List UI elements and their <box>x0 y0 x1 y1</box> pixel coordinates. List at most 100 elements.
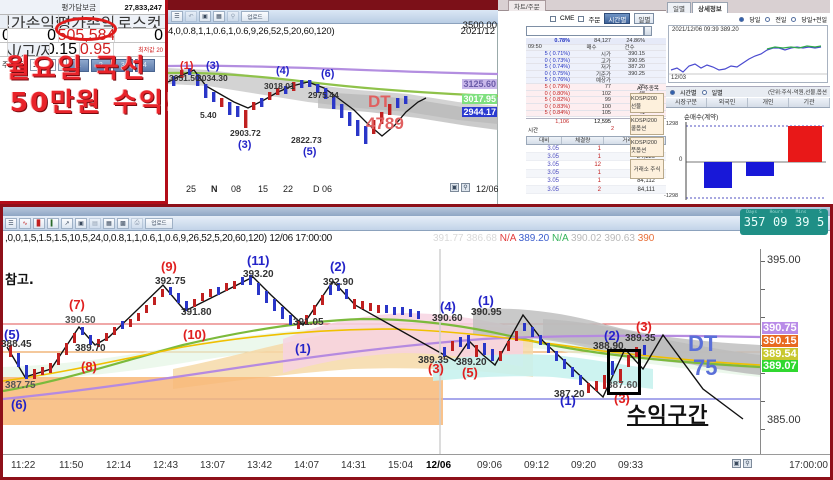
radio-by-time[interactable] <box>670 89 675 95</box>
quantity-spinner[interactable]: ↕ <box>57 59 67 71</box>
main-chart-formula: ,0,0,1,5,1.5,1.5,10,5,24,0,0.8,1,1,0.6,1… <box>5 233 332 244</box>
excel-icon[interactable]: ▦ <box>103 217 115 229</box>
tab-daily[interactable]: 일별 <box>667 2 691 13</box>
candle-chart-icon[interactable]: ▊ <box>33 217 45 229</box>
quote-tabbar <box>498 0 666 11</box>
order-book-ask-row[interactable]: 5 ( 0.74%) 저가 387.20 <box>526 64 666 71</box>
total-pl-value: 0 <box>8 29 59 42</box>
main-chart-time-axis: 11:22 11:50 12:14 12:43 13:07 13:42 14:0… <box>3 454 830 477</box>
order-book-bid-row[interactable]: 5 ( 0.79%) 77 35 <box>526 84 666 91</box>
col-institution: 기관 <box>789 98 830 107</box>
bid-pct-3: 5 ( 0.82%) <box>544 97 570 104</box>
price-note-387-75: 387.75 <box>5 380 36 391</box>
tab-detail-info[interactable]: 상세정보 <box>691 2 728 13</box>
trade-change: 3.05 <box>547 170 559 177</box>
grid-icon[interactable]: ▦ <box>213 11 225 22</box>
top-chart-plot[interactable]: (1) (3) (4) (6) (3) (5) 3051.50 3034.30 … <box>168 40 498 180</box>
mini-chart[interactable]: 2021/12/06 09:39 389.20 12/03 <box>668 25 828 83</box>
upload-button[interactable]: 업로드 <box>241 11 269 22</box>
chart-icon[interactable]: ☰ <box>171 11 183 22</box>
tab-chart-order[interactable]: 차트/주문 <box>508 0 546 11</box>
radio-by-day[interactable] <box>701 89 707 95</box>
info-label-3: 저가 <box>600 65 611 72</box>
col-header-valuation-pl: 평가손익 <box>58 15 114 28</box>
top-xtick-1: N <box>211 184 218 194</box>
zoom-icon[interactable]: ⚲ <box>227 11 239 22</box>
bid-pct-5: 5 ( 0.84%) <box>544 110 570 117</box>
subtab-by-day[interactable]: 일별 <box>711 90 723 97</box>
top-zoom-out-icon[interactable]: ▣ <box>450 183 459 192</box>
order-book-ask-row[interactable]: 0 ( 0.73%) 고가 390.95 <box>526 58 666 65</box>
order-quantity-row: 주문수량 ↕ 1 2 3 4 <box>0 57 165 73</box>
table-row[interactable]: 3.05 2 84,111 <box>526 185 666 195</box>
line-chart-icon[interactable]: ∿ <box>19 217 31 229</box>
paste-icon[interactable]: ▤ <box>89 217 101 229</box>
top-chart-panel: ☰ ↶ ▣ ▦ ⚲ 업로드 4,0,0.8,1,1,0.6,1,0.6,9,26… <box>168 0 499 204</box>
order-book-ask-row[interactable]: 0 ( 0.75%) 기준가 390.25 <box>526 71 666 78</box>
product-kospi200-futures[interactable]: KOSPI200 선물 <box>630 93 664 113</box>
main-chart-section: ☰ ∿ ▊ ▍ ↗ ▣ ▤ ▦ ▩ ⎙ 업로드 ,0,0,1,5,1.5,1.5… <box>0 204 833 480</box>
grid-icon[interactable]: ▩ <box>117 217 129 229</box>
qty-preset-3[interactable]: 3 <box>112 58 133 72</box>
quote-scroll-up[interactable] <box>644 26 652 36</box>
zoom-in-icon[interactable]: ⚲ <box>743 459 752 468</box>
product-kospi200-put[interactable]: KOSPI200 풋옵션 <box>630 137 664 157</box>
radio-both[interactable] <box>791 16 797 22</box>
countdown-values: 357 09 39 5 <box>740 215 828 229</box>
order-quantity-input[interactable] <box>29 59 56 71</box>
indicator-icon[interactable]: ↗ <box>61 217 73 229</box>
top-zoom-in-icon[interactable]: ⚲ <box>461 183 470 192</box>
table-row[interactable]: 3.05 1 84,112 <box>526 178 666 186</box>
order-book[interactable]: 0.78% 84,127 24.86% 09:50 매수 건수 5 ( 0.71… <box>526 38 666 118</box>
copy-icon[interactable]: ▣ <box>199 11 211 22</box>
order-book-bid-row[interactable]: 5 ( 0.84%) 105 41 <box>526 110 666 118</box>
wave-label-2b: (2) <box>604 328 620 343</box>
main-chart-titlebar <box>3 207 830 216</box>
radio-yesterday[interactable] <box>765 16 771 22</box>
quote-5: 390.02 <box>570 233 602 244</box>
copy-icon[interactable]: ▣ <box>75 217 87 229</box>
radio-today[interactable] <box>739 16 745 22</box>
tab-by-time[interactable]: 시간별 <box>604 13 631 24</box>
annotation-line-2: 50만원 수익! <box>10 88 179 118</box>
order-checkbox[interactable] <box>578 15 585 22</box>
bid-pct-1: 5 ( 0.79%) <box>544 83 570 90</box>
net-buy-bar-chart[interactable]: 순매수(계약) 1298 0 -1298 <box>664 110 830 204</box>
candlesticks <box>9 275 646 393</box>
bid-qty-1: 77 <box>604 83 611 90</box>
tab-by-day[interactable]: 일별 <box>634 13 655 24</box>
quote-0: 391.77 <box>433 233 464 244</box>
chart-type-icon[interactable]: ☰ <box>5 217 17 229</box>
upload-button[interactable]: 업로드 <box>145 217 173 229</box>
qty-preset-1[interactable]: 1 <box>68 58 89 72</box>
quote-4: N/A <box>552 233 569 244</box>
product-krx-stock[interactable]: 거래소 주식 <box>630 159 664 179</box>
price-note-389-70: 389.70 <box>75 343 106 354</box>
zoom-out-icon[interactable]: ▣ <box>732 459 741 468</box>
price-note-393-20: 393.20 <box>243 269 274 280</box>
product-kospi200-call[interactable]: KOSPI200 콜옵션 <box>630 115 664 135</box>
main-dt-label: DT <box>688 331 718 356</box>
undo-icon[interactable]: ↶ <box>185 11 197 22</box>
print-icon[interactable]: ⎙ <box>131 217 143 229</box>
bar-chart-svg <box>685 122 826 200</box>
wave-label-10: (10) <box>183 327 207 342</box>
qty-preset-4[interactable]: 4 <box>134 58 155 72</box>
qty-preset-2[interactable]: 2 <box>90 58 111 72</box>
order-book-ask-row[interactable]: 5 ( 0.76%) 예상가 <box>526 77 666 84</box>
y-tick-395: 395.00 <box>767 254 801 266</box>
subtab-by-time[interactable]: 시간별 <box>680 90 697 97</box>
price-tag-389-54: 389.54 <box>762 348 798 360</box>
main-chart-plot[interactable]: (5) (6) (7) (8) (9) (10) (11) (2) (1) (4… <box>1 249 761 454</box>
trade-qty: 12 <box>594 161 601 168</box>
row-marker: 0 <box>0 29 8 42</box>
bar-chart-icon[interactable]: ▍ <box>47 217 59 229</box>
price-note-388-45: 388.45 <box>1 339 32 350</box>
col-foreign: 외국인 <box>707 98 748 107</box>
quote-search-input[interactable] <box>526 26 644 36</box>
order-book-ask-row[interactable]: 5 ( 0.71%) 시가 390.15 <box>526 51 666 58</box>
trade-qty: 1 <box>597 145 601 152</box>
cme-checkbox[interactable] <box>550 15 556 22</box>
mini-chart-label: 2021/12/06 09:39 389.20 <box>672 27 739 33</box>
